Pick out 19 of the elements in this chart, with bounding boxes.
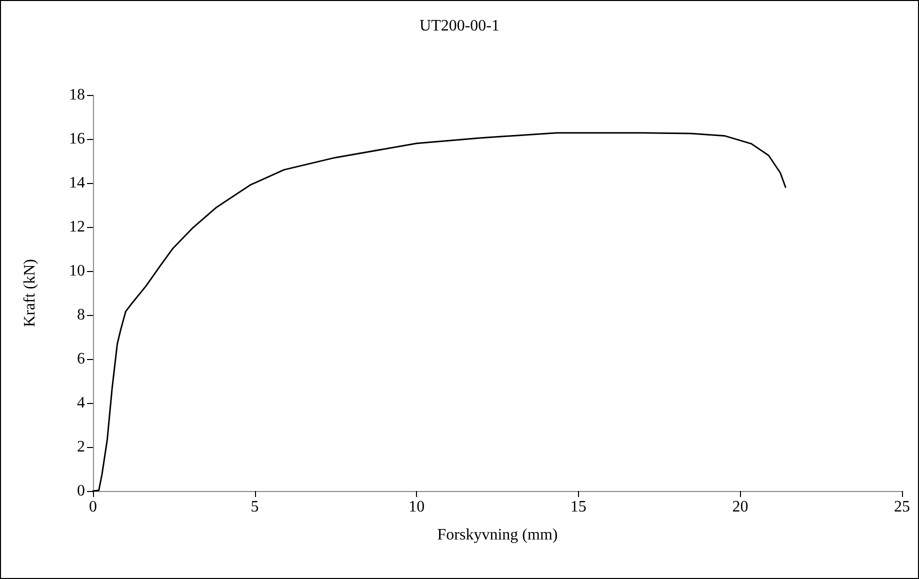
- y-tick-label: 18: [69, 86, 85, 104]
- y-axis-title: Kraft (kN): [22, 259, 38, 327]
- y-tick-label: 6: [77, 350, 85, 368]
- x-tick-label: 15: [570, 498, 586, 516]
- y-tick-label: 12: [69, 218, 85, 236]
- y-tick-label: 0: [77, 482, 85, 500]
- x-tick-label: 0: [89, 498, 97, 516]
- y-tick-label: 16: [69, 130, 85, 148]
- x-tick-label: 10: [408, 498, 425, 516]
- y-tick-label: 10: [69, 262, 85, 280]
- y-tick-label: 8: [77, 306, 85, 324]
- y-tick-label: 4: [77, 394, 85, 412]
- x-tick-label: 5: [250, 498, 259, 516]
- y-tick-label: 14: [69, 174, 85, 192]
- x-axis-title: Forskyvning (mm): [437, 526, 558, 544]
- y-tick-label: 2: [77, 438, 85, 456]
- x-tick-label: 20: [732, 498, 748, 516]
- x-tick-label: 25: [894, 498, 910, 516]
- chart-title: UT200-00-1: [420, 18, 500, 34]
